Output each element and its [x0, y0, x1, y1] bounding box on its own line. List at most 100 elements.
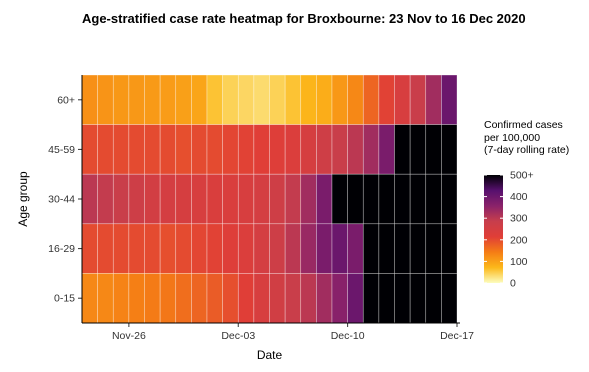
heatmap-cell — [316, 124, 333, 175]
heatmap-cell — [175, 74, 192, 125]
heatmap-cell — [237, 223, 255, 274]
heatmap-cell — [237, 273, 255, 324]
heatmap-cell — [222, 273, 239, 324]
heatmap-cell — [269, 124, 286, 175]
heatmap-cell — [316, 223, 333, 274]
heatmap-cell — [128, 74, 145, 125]
heatmap-cell — [300, 124, 317, 175]
heatmap-cell — [409, 273, 427, 324]
heatmap-cell — [159, 223, 177, 274]
heatmap-cell — [191, 223, 208, 274]
legend-color-bar — [484, 175, 503, 283]
legend-tick-label: 500+ — [510, 170, 534, 182]
y-tick-label: 0-15 — [54, 293, 75, 305]
heatmap-cell — [253, 223, 270, 274]
heatmap-cell — [394, 223, 411, 274]
heatmap-cell — [97, 273, 114, 324]
heatmap-cell — [237, 74, 255, 125]
heatmap-cell — [175, 273, 192, 324]
heatmap-cell — [159, 173, 177, 225]
heatmap-cell — [347, 273, 364, 324]
heatmap-cell — [331, 124, 348, 175]
y-tick-label: 16-29 — [48, 243, 75, 255]
heatmap-cell — [331, 273, 348, 324]
heatmap-cell — [237, 173, 255, 225]
heatmap-cell — [331, 223, 348, 274]
x-tick-label: Nov-26 — [112, 330, 146, 342]
heatmap-cell — [316, 74, 333, 125]
legend-title-line: (7-day rolling rate) — [484, 144, 570, 156]
heatmap-cell — [175, 124, 192, 175]
heatmap-cell — [362, 173, 380, 225]
heatmap-cell — [253, 173, 270, 225]
heatmap-cell — [441, 173, 458, 225]
heatmap-cell — [425, 74, 442, 125]
heatmap-cell — [441, 273, 458, 324]
heatmap-cell — [222, 74, 239, 125]
heatmap-cell — [144, 173, 161, 225]
heatmap-cell — [316, 173, 333, 225]
heatmap-cell — [300, 74, 317, 125]
heatmap-cell — [362, 124, 380, 175]
heatmap-cell — [441, 74, 458, 125]
heatmap-cell — [81, 223, 98, 274]
heatmap-cell — [206, 273, 223, 324]
heatmap-cell — [347, 223, 364, 274]
heatmap-cell — [128, 273, 145, 324]
heatmap-cell — [378, 124, 395, 175]
legend-tick-label: 300 — [510, 213, 528, 225]
heatmap-cell — [300, 223, 317, 274]
heatmap-cell — [206, 223, 223, 274]
heatmap-cell — [222, 223, 239, 274]
heatmap-cell — [206, 74, 223, 125]
heatmap-cell — [347, 124, 364, 175]
heatmap-cell — [191, 273, 208, 324]
heatmap-cell — [112, 173, 130, 225]
heatmap-cell — [284, 173, 302, 225]
heatmap-cell — [175, 223, 192, 274]
heatmap-cell — [269, 273, 286, 324]
heatmap-cell — [331, 173, 348, 225]
heatmap-cell — [128, 223, 145, 274]
heatmap-cell — [284, 223, 302, 274]
legend-title: Confirmed cases per 100,000 (7-day rolli… — [484, 119, 584, 157]
x-tick-label: Dec-17 — [440, 330, 474, 342]
heatmap-cell — [378, 273, 395, 324]
heatmap-cell — [112, 74, 130, 125]
heatmap-cell — [269, 223, 286, 274]
heatmap-cell — [191, 74, 208, 125]
heatmap-cell — [112, 223, 130, 274]
heatmap-cell — [300, 173, 317, 225]
heatmap-cell — [347, 74, 364, 125]
heatmap-cell — [409, 223, 427, 274]
heatmap-cell — [284, 124, 302, 175]
heatmap-cell — [409, 74, 427, 125]
heatmap-cell — [112, 273, 130, 324]
legend-title-line: per 100,000 — [484, 131, 541, 144]
heatmap-cell — [409, 173, 427, 225]
heatmap-cell — [425, 173, 442, 225]
heatmap-cell — [144, 124, 161, 175]
heatmap-cell — [191, 124, 208, 175]
heatmap-cell — [237, 124, 255, 175]
heatmap-cell — [175, 173, 192, 225]
heatmap-cell — [362, 223, 380, 274]
legend-tick-label: 100 — [510, 256, 528, 268]
heatmap-cell — [112, 124, 130, 175]
heatmap-cell — [159, 74, 177, 125]
legend-tick-label: 400 — [510, 191, 528, 203]
y-tick-label: 45-59 — [48, 144, 75, 156]
legend-tick-label: 0 — [510, 278, 516, 290]
heatmap-cell — [81, 173, 98, 225]
legend-tick-label: 200 — [510, 234, 528, 246]
heatmap-cell — [222, 124, 239, 175]
heatmap-cell — [425, 124, 442, 175]
heatmap-cell — [159, 124, 177, 175]
heatmap-cell — [222, 173, 239, 225]
heatmap-cell — [191, 173, 208, 225]
heatmap-cell — [253, 74, 270, 125]
heatmap-cell — [206, 173, 223, 225]
heatmap-cell — [128, 173, 145, 225]
heatmap-cell — [253, 124, 270, 175]
